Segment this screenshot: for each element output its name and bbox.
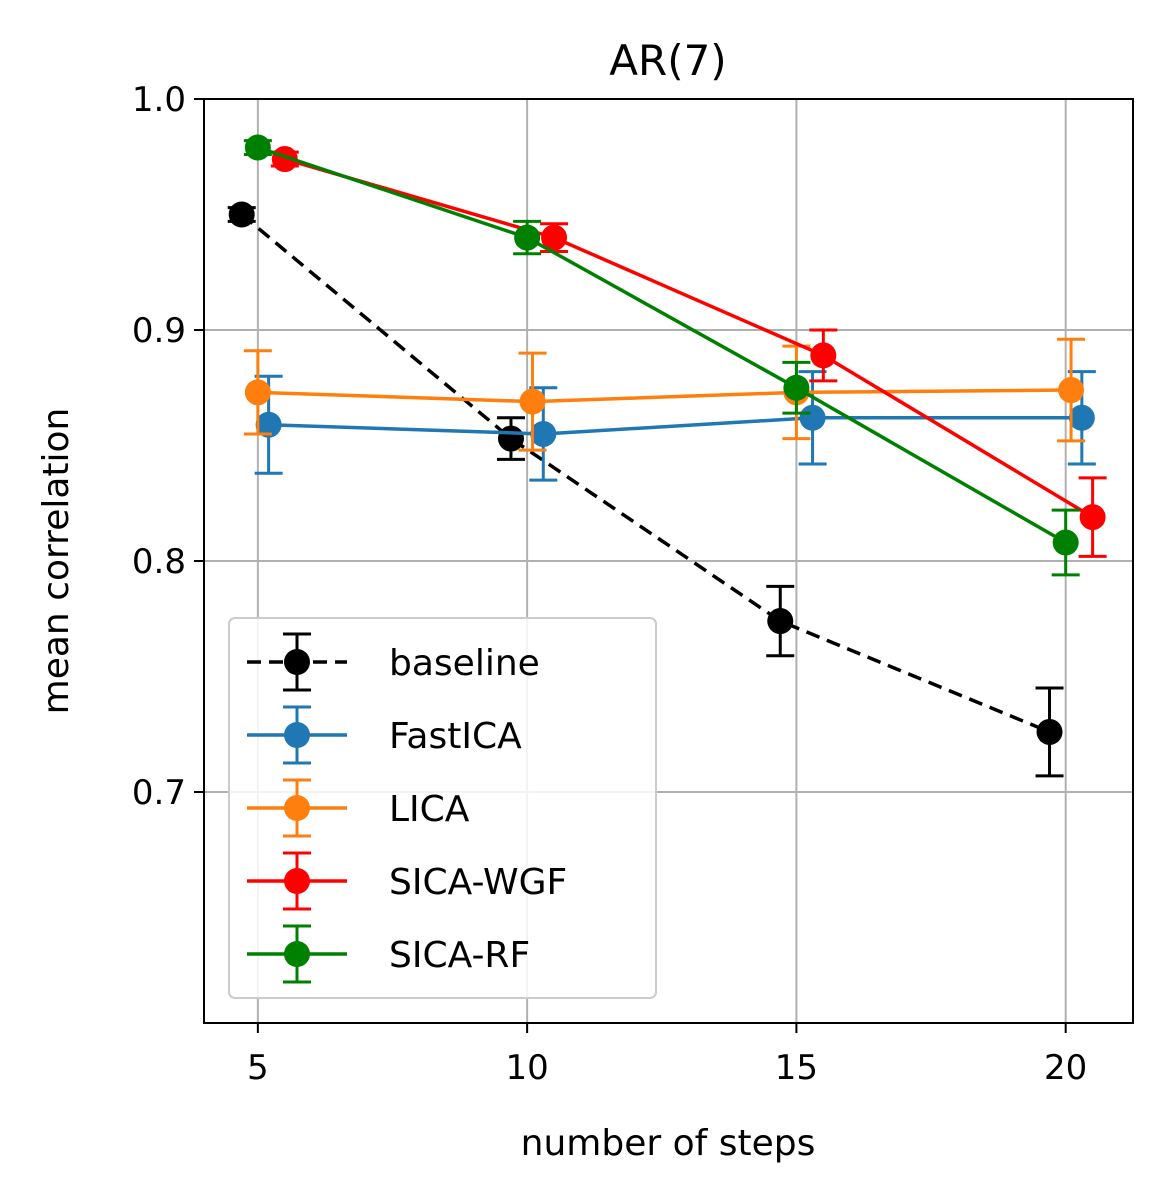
series-baseline [227,201,1064,778]
legend-marker-sica-rf [284,941,310,967]
series-line-baseline [240,213,1051,734]
legend-marker-sica-wgf [284,868,310,894]
data-point-lica [244,379,271,406]
data-point-baseline [228,201,255,228]
data-point-fastica [1068,404,1095,431]
data-point-sica-rf [783,374,810,401]
x-axis-label: number of steps [521,1123,816,1164]
series-line-sica-wgf [284,157,1094,519]
axis-ticks: 5 10 15 20 0.7 0.8 0.9 1.0 [132,80,1087,1088]
series-sica-rf [243,134,1080,577]
x-tick-label: 20 [1044,1048,1087,1088]
legend-label-baseline: baseline [389,643,540,684]
x-tick-label: 15 [775,1048,818,1088]
y-axis-label: mean correlation [36,408,77,715]
x-tick-label: 10 [505,1048,548,1088]
legend-entry-sica-wgf: SICA-WGF [247,851,567,911]
legend: baseline FastICA LICA SICA-WGF SICA-RF [228,617,657,999]
legend-entry-sica-rf: SICA-RF [247,924,530,984]
legend-marker-baseline [284,649,310,675]
series-layer [227,134,1107,778]
data-point-sica-wgf [810,342,837,369]
data-point-sica-rf [1052,529,1079,556]
data-point-baseline [1036,718,1063,745]
data-point-sica-wgf [541,224,568,251]
data-point-fastica [530,420,557,447]
y-tick-label: 0.7 [132,773,186,813]
data-point-sica-wgf [1079,504,1106,531]
series-line-fastica [268,416,1082,436]
legend-label-fastica: FastICA [389,716,522,757]
data-point-fastica [255,411,282,438]
legend-entry-lica: LICA [247,778,470,838]
data-point-baseline [767,608,794,635]
legend-entry-baseline: baseline [247,632,540,692]
data-point-sica-rf [244,134,271,161]
legend-label-sica-wgf: SICA-WGF [389,862,567,903]
data-point-sica-rf [514,224,541,251]
series-line-sica-rf [257,145,1067,545]
x-tick-label: 5 [247,1048,269,1088]
legend-label-lica: LICA [389,789,470,830]
y-tick-label: 1.0 [132,80,186,120]
legend-marker-fastica [284,722,310,748]
series-line-lica [257,388,1072,404]
y-tick-label: 0.8 [132,542,186,582]
y-tick-label: 0.9 [132,311,186,351]
data-point-lica [519,388,546,415]
data-point-fastica [799,404,826,431]
legend-box [228,617,657,999]
legend-label-sica-rf: SICA-RF [389,935,530,976]
data-point-baseline [497,425,524,452]
series-fastica [254,370,1096,482]
legend-entry-fastica: FastICA [247,705,522,765]
chart-title: AR(7) [609,36,726,85]
legend-marker-lica [284,795,310,821]
data-point-lica [1058,377,1085,404]
